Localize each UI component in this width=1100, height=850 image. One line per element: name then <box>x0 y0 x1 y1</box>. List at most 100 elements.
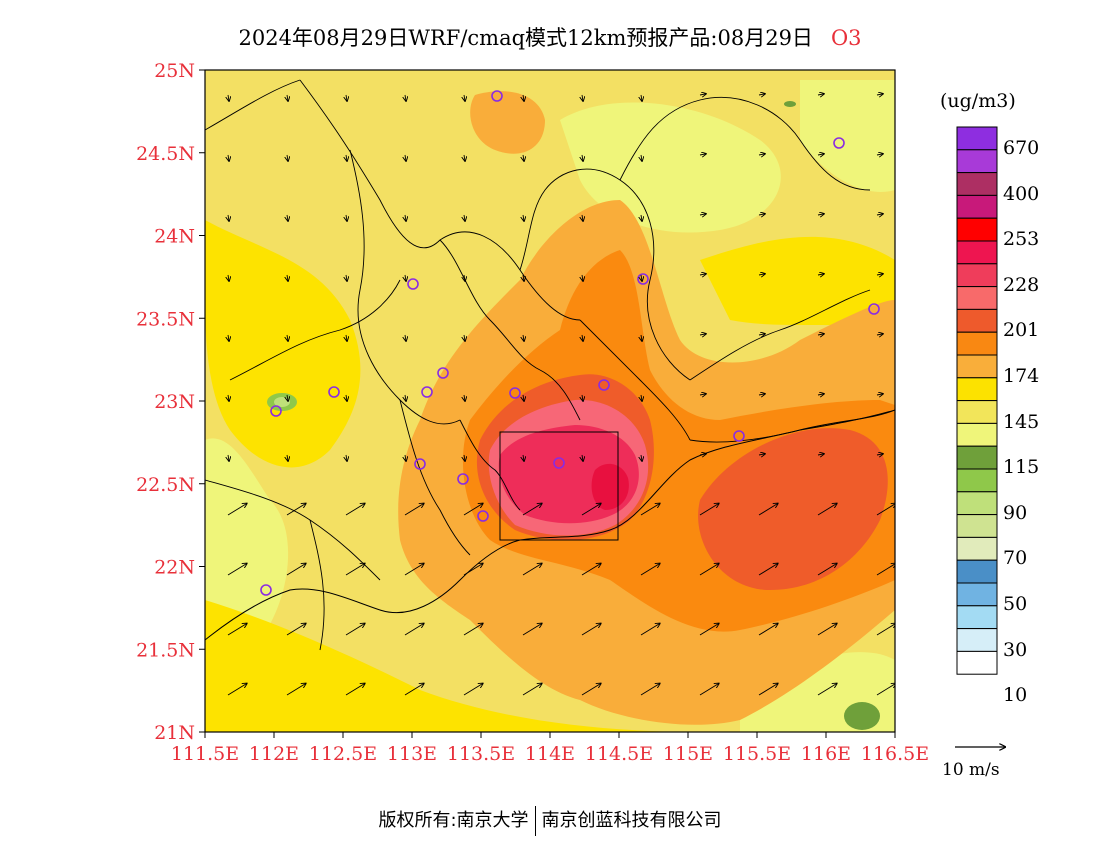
wind-arrow <box>876 274 883 275</box>
wind-arrow <box>287 154 288 161</box>
wind-arrow <box>228 154 229 161</box>
wind-arrow <box>817 564 837 576</box>
wind-arrow <box>640 624 660 636</box>
lon-tick-label: 112E <box>249 743 299 765</box>
wind-arrow <box>641 274 642 281</box>
colorbar-cell <box>956 263 998 288</box>
lat-tick-label: 24.5N <box>136 143 195 165</box>
wind-arrow <box>346 214 347 221</box>
lon-tick-label: 111.5E <box>171 743 239 765</box>
wind-arrow <box>582 154 583 161</box>
city-marker <box>637 273 649 285</box>
wind-arrow <box>228 394 229 401</box>
wind-arrow <box>582 334 583 341</box>
colorbar-cell <box>956 354 998 379</box>
colorbar-cell <box>956 400 998 424</box>
wind-arrow <box>640 564 660 576</box>
wind-arrow <box>699 214 706 215</box>
wind-arrow <box>287 334 288 341</box>
wind-arrow <box>345 564 365 576</box>
colorbar-cell <box>956 308 998 333</box>
wind-arrow <box>699 94 706 95</box>
wind-arrow <box>876 154 883 155</box>
wind-arrow <box>228 334 229 341</box>
legend-value-label: 145 <box>1003 410 1040 433</box>
wind-arrow <box>876 624 895 636</box>
city-marker <box>491 90 503 102</box>
green-patch-southeast <box>844 702 880 730</box>
wind-arrow <box>582 454 583 461</box>
colorbar-cell <box>956 582 998 607</box>
wind-arrow <box>345 624 365 636</box>
yellow-band-2 <box>205 600 700 732</box>
wind-arrow <box>699 274 706 275</box>
wind-arrow <box>346 454 347 461</box>
lon-tick-label: 116.5E <box>861 743 929 765</box>
wind-arrow <box>641 94 642 101</box>
city-marker <box>509 387 521 399</box>
colorbar-cell <box>956 172 998 196</box>
wind-arrow <box>523 274 524 281</box>
colorbar-cell <box>956 331 998 356</box>
map-title: 2024年08月29日WRF/cmaq模式12km预报产品:08月29日 O3 <box>238 26 862 50</box>
wind-arrow <box>582 214 583 221</box>
wind-arrow <box>876 94 883 95</box>
orange-red-zone <box>698 428 888 590</box>
wind-arrow <box>699 334 706 335</box>
city-marker <box>328 386 340 398</box>
wind-arrow <box>758 684 778 696</box>
lon-tick-label: 114.5E <box>585 743 653 765</box>
legend-value-label: 253 <box>1003 228 1040 251</box>
wind-arrow <box>227 564 247 576</box>
wind-arrow <box>405 334 406 341</box>
wind-arrow <box>523 154 524 161</box>
coastline <box>205 409 895 641</box>
copyright-text: 版权所有:南京大学 <box>378 810 529 831</box>
wind-arrow <box>817 624 837 636</box>
wind-arrow <box>287 454 288 461</box>
wind-arrow <box>640 684 660 696</box>
city-marker <box>733 430 745 442</box>
low-zone-northeast <box>800 80 895 192</box>
colorbar-cell <box>956 514 998 538</box>
lat-tick-label: 23.5N <box>136 308 195 330</box>
low-zone-north <box>560 102 781 233</box>
lon-tick-label: 113E <box>387 743 437 765</box>
yellow-band-3 <box>700 236 895 330</box>
wind-arrow <box>758 394 765 395</box>
colorbar-cell <box>956 240 998 265</box>
wind-arrow <box>641 334 642 341</box>
concentration-field <box>205 70 895 732</box>
legend-value-label: 70 <box>1003 547 1028 570</box>
wind-arrow <box>817 214 824 215</box>
wind-arrow <box>582 394 583 401</box>
lon-tick-label: 113.5E <box>447 743 515 765</box>
colorbar-cell <box>956 422 998 447</box>
lon-tick-label: 116E <box>801 743 851 765</box>
wind-arrow <box>346 394 347 401</box>
wind-arrow <box>463 504 483 516</box>
wind-arrow <box>699 454 706 455</box>
lon-tick-label: 112.5E <box>309 743 377 765</box>
wind-arrow <box>523 214 524 221</box>
wind-arrow <box>464 274 465 281</box>
wind-arrow <box>523 454 524 461</box>
footer-separator <box>534 806 536 836</box>
wind-arrow <box>228 454 229 461</box>
wind-arrow <box>346 94 347 101</box>
colorbar-cell <box>956 217 998 242</box>
wind-arrow <box>405 94 406 101</box>
legend-value-label: 10 <box>1003 684 1028 707</box>
wind-arrow <box>522 504 542 516</box>
yellow-band-1 <box>205 220 361 468</box>
city-marker <box>437 367 449 379</box>
wind-arrow <box>523 94 524 101</box>
wind-arrow <box>581 564 601 576</box>
wind-arrow <box>758 154 765 155</box>
city-marker <box>260 584 272 596</box>
wind-arrow <box>817 504 837 516</box>
wind-arrow <box>287 214 288 221</box>
legend-value-label: 50 <box>1003 593 1028 615</box>
wind-arrow <box>699 154 706 155</box>
colorbar-cell <box>956 605 998 630</box>
